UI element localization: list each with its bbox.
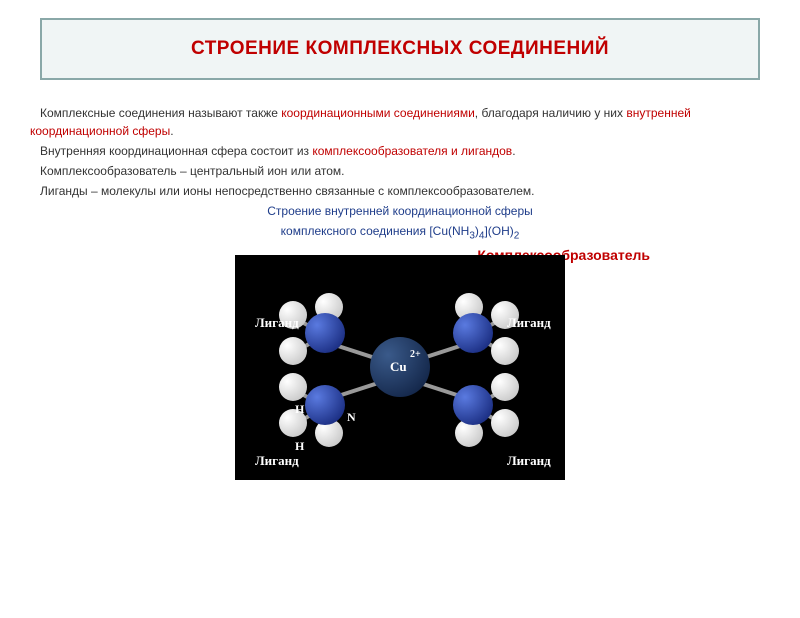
white-atom xyxy=(491,337,519,365)
p2-hl: комплексообразователя и лигандов xyxy=(312,144,512,158)
p2-pre: Внутренняя координационная сфера состоит… xyxy=(40,144,312,158)
blue-atom xyxy=(453,385,493,425)
white-atom xyxy=(491,373,519,401)
blue-atom xyxy=(305,385,345,425)
para-2: Внутренняя координационная сфера состоит… xyxy=(30,142,770,160)
ligand-label-3: Лиганд xyxy=(507,453,551,469)
cb2-mid2: ](OH) xyxy=(484,224,513,238)
page-title: СТРОЕНИЕ КОМПЛЕКСНЫХ СОЕДИНЕНИЙ xyxy=(191,38,609,59)
para-4: Лиганды – молекулы или ионы непосредстве… xyxy=(30,182,770,200)
ligand-label-0: Лиганд xyxy=(255,315,299,331)
atom-label-0: H xyxy=(295,402,304,417)
ligand-label-1: Лиганд xyxy=(507,315,551,331)
p3: Комплексообразователь – центральный ион … xyxy=(40,164,345,178)
p2-post: . xyxy=(512,144,515,158)
ligand-label-2: Лиганд xyxy=(255,453,299,469)
center-blue-2: комплексного соединения [Cu(NH3)4](OH)2 xyxy=(30,222,770,243)
para-3: Комплексообразователь – центральный ион … xyxy=(30,162,770,180)
body-text: Комплексные соединения называют также ко… xyxy=(30,104,770,243)
p1-pre: Комплексные соединения называют также xyxy=(40,106,281,120)
p1-mid: , благодаря наличию у них xyxy=(475,106,627,120)
blue-atom xyxy=(453,313,493,353)
center-blue-1: Строение внутренней координационной сфер… xyxy=(30,202,770,220)
cb2-s3: 2 xyxy=(514,230,520,241)
diagram-wrap: Комплексообразователь Cu2+ЛигандЛигандЛи… xyxy=(150,255,650,480)
white-atom xyxy=(491,409,519,437)
cu-label: Cu xyxy=(390,359,407,375)
p4: Лиганды – молекулы или ионы непосредстве… xyxy=(40,184,534,198)
title-box: СТРОЕНИЕ КОМПЛЕКСНЫХ СОЕДИНЕНИЙ xyxy=(40,18,760,80)
atom-label-1: H xyxy=(295,439,304,454)
para-1: Комплексные соединения называют также ко… xyxy=(30,104,770,140)
cb2-pre: комплексного соединения [Cu(NH xyxy=(281,224,470,238)
atom-label-2: N xyxy=(347,410,356,425)
p1-hl1: координационными соединениями xyxy=(281,106,475,120)
molecule-diagram: Cu2+ЛигандЛигандЛигандЛигандHHN xyxy=(235,255,565,480)
cu-charge: 2+ xyxy=(410,349,421,360)
white-atom xyxy=(279,337,307,365)
p1-post: . xyxy=(170,124,173,138)
